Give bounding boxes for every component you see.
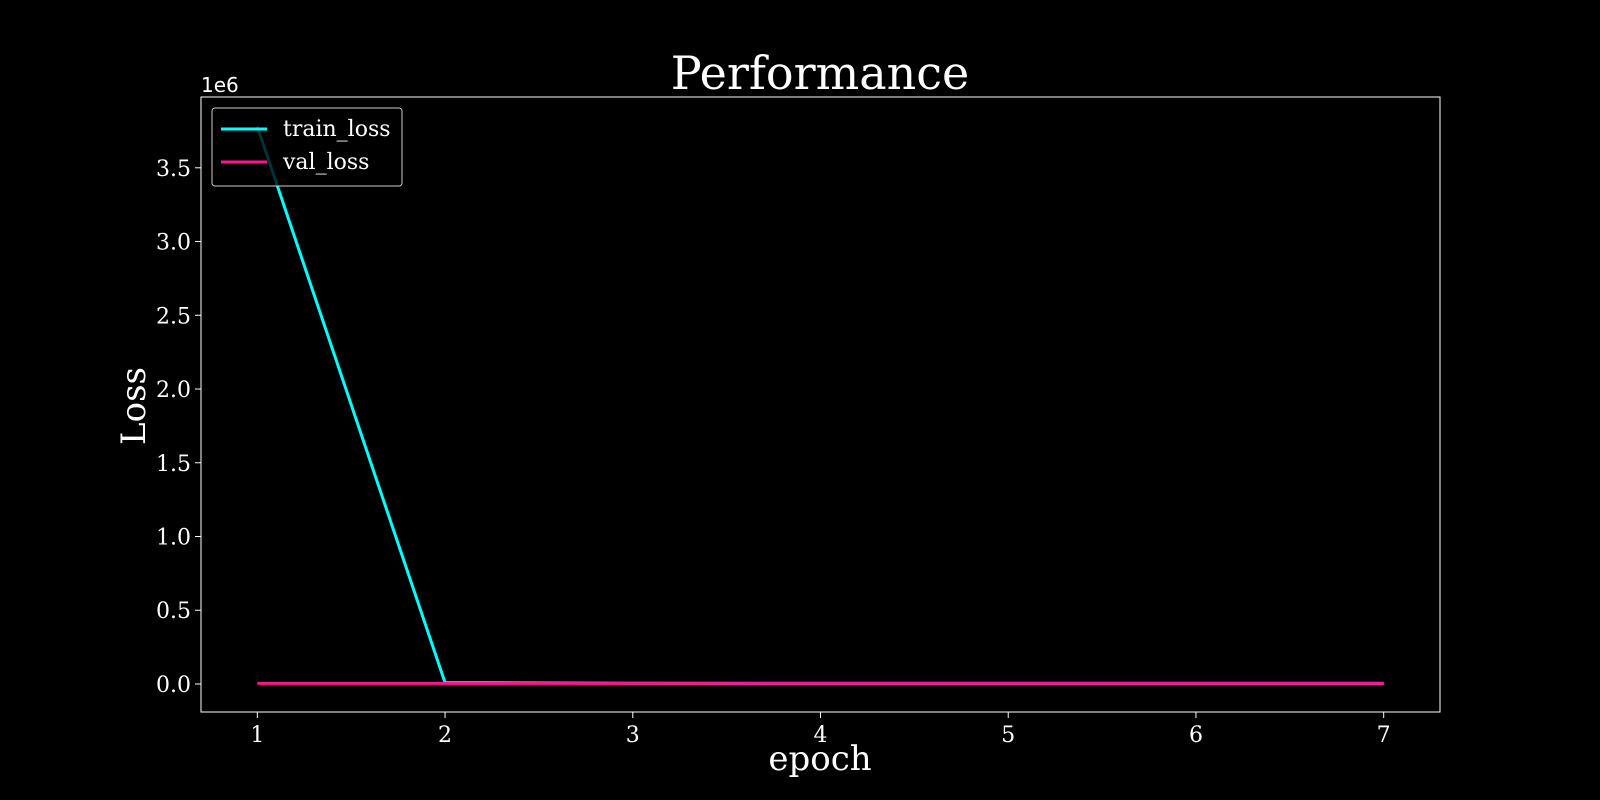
y-tick-label: 0.5 [156,599,191,624]
y-tick-label: 1.5 [156,452,191,477]
x-tick-label: 1 [250,723,264,748]
y-tick-label: 1.0 [156,525,191,550]
y-axis-offset-label: 1e6 [201,73,239,97]
legend-label-val_loss: val_loss [282,150,369,175]
axis-ticks: 1 2 3 4 5 6 7 0.0 0.5 1.0 1.5 2.0 2.5 3.0 3.5 [156,157,1391,748]
x-tick-label: 7 [1377,723,1391,748]
y-tick-label: 2.0 [156,378,191,403]
plot-area [255,126,1384,685]
y-tick-label: 0.0 [156,673,191,698]
y-tick-label: 3.0 [156,231,191,256]
y-tick-label: 3.5 [156,157,191,182]
chart-title: Performance [671,46,969,100]
x-tick-label: 4 [814,723,828,748]
x-tick-label: 3 [626,723,640,748]
x-axis-label: epoch [768,739,871,779]
x-tick-label: 5 [1001,723,1015,748]
legend-label-train_loss: train_loss [283,117,391,142]
y-tick-label: 2.5 [156,304,191,329]
x-tick-label: 6 [1189,723,1203,748]
y-axis-label: Loss [114,367,154,445]
legend: train_loss val_loss [211,107,403,187]
x-tick-label: 2 [438,723,452,748]
